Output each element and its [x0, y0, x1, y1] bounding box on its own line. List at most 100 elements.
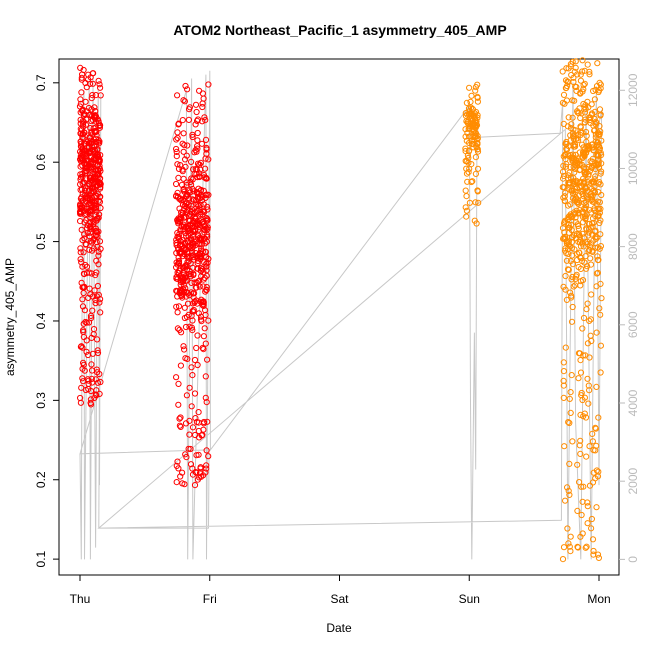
secondary-line-layer: [79, 70, 603, 560]
data-point: [84, 225, 91, 232]
data-point: [89, 80, 97, 87]
data-point: [202, 240, 209, 247]
data-point: [181, 481, 188, 488]
data-point: [596, 145, 604, 152]
data-point: [203, 447, 210, 454]
data-point: [178, 197, 185, 204]
data-point: [198, 241, 205, 248]
data-point: [582, 239, 589, 246]
data-point: [592, 121, 599, 128]
data-point: [559, 168, 567, 175]
data-point: [561, 443, 568, 450]
data-point: [591, 127, 598, 134]
data-point: [89, 293, 97, 300]
data-point: [595, 414, 602, 421]
data-point: [83, 84, 90, 91]
data-point: [592, 212, 599, 220]
data-point: [560, 544, 568, 551]
data-point: [91, 104, 98, 111]
data-point: [474, 81, 481, 88]
plot-frame: [58, 58, 620, 576]
data-point: [177, 238, 184, 245]
data-point: [463, 165, 470, 172]
data-point: [87, 111, 94, 119]
data-point: [78, 279, 85, 286]
data-point: [203, 465, 210, 472]
data-point: [184, 86, 191, 93]
data-point: [85, 385, 92, 393]
data-point: [180, 289, 187, 296]
data-point: [187, 189, 194, 196]
data-point: [196, 222, 203, 229]
data-point: [194, 116, 202, 123]
data-point: [187, 445, 194, 453]
data-point: [78, 343, 85, 350]
data-point: [77, 245, 84, 252]
data-point: [178, 249, 185, 256]
data-point: [562, 497, 569, 504]
data-point: [82, 157, 89, 164]
data-point: [579, 230, 586, 237]
data-point: [193, 171, 200, 178]
data-point: [576, 105, 583, 112]
data-point: [462, 204, 469, 211]
data-point: [569, 303, 576, 311]
data-point: [594, 269, 602, 276]
data-point: [586, 145, 593, 152]
data-point: [561, 100, 568, 107]
data-point: [584, 503, 591, 510]
data-point: [590, 199, 598, 206]
data-point: [568, 372, 575, 379]
data-point: [589, 248, 596, 255]
data-point: [173, 287, 180, 294]
y2-tick-label: 0: [626, 556, 640, 563]
data-point: [93, 293, 101, 300]
data-point: [82, 261, 89, 269]
data-point: [597, 369, 604, 376]
data-point: [200, 333, 207, 340]
data-point: [578, 257, 586, 265]
data-point: [179, 253, 186, 260]
data-point: [189, 264, 196, 271]
y-tick-label: 0.6: [34, 154, 48, 171]
data-point: [587, 332, 594, 339]
data-point: [597, 311, 604, 318]
data-point: [89, 247, 96, 254]
data-point: [560, 283, 567, 290]
data-point: [175, 257, 183, 265]
y-axis-label: asymmetry_405_AMP: [3, 258, 17, 376]
data-point: [579, 530, 586, 537]
data-point: [183, 232, 190, 239]
data-point: [582, 128, 590, 136]
data-point: [79, 365, 86, 372]
data-point: [591, 176, 598, 183]
data-point: [580, 150, 587, 157]
data-point: [463, 118, 470, 125]
data-point: [569, 438, 576, 445]
data-point: [588, 525, 595, 532]
data-point: [592, 424, 599, 431]
data-point: [183, 152, 190, 159]
data-point: [204, 356, 211, 363]
data-point: [203, 150, 210, 157]
data-point: [203, 267, 210, 274]
data-point: [202, 288, 209, 295]
data-point: [562, 163, 570, 170]
data-point: [561, 233, 569, 240]
data-point: [568, 234, 575, 241]
data-point: [572, 282, 579, 289]
data-point: [173, 148, 180, 155]
data-point: [187, 178, 194, 185]
data-point: [197, 265, 204, 272]
data-point: [201, 227, 208, 234]
data-point: [79, 71, 86, 78]
data-point: [562, 344, 569, 351]
data-point: [586, 71, 593, 78]
data-point: [83, 164, 90, 171]
data-point: [195, 451, 202, 458]
data-point: [572, 143, 579, 150]
data-point: [574, 135, 581, 142]
data-point: [83, 203, 91, 210]
data-point: [463, 158, 470, 165]
data-point: [581, 394, 589, 401]
